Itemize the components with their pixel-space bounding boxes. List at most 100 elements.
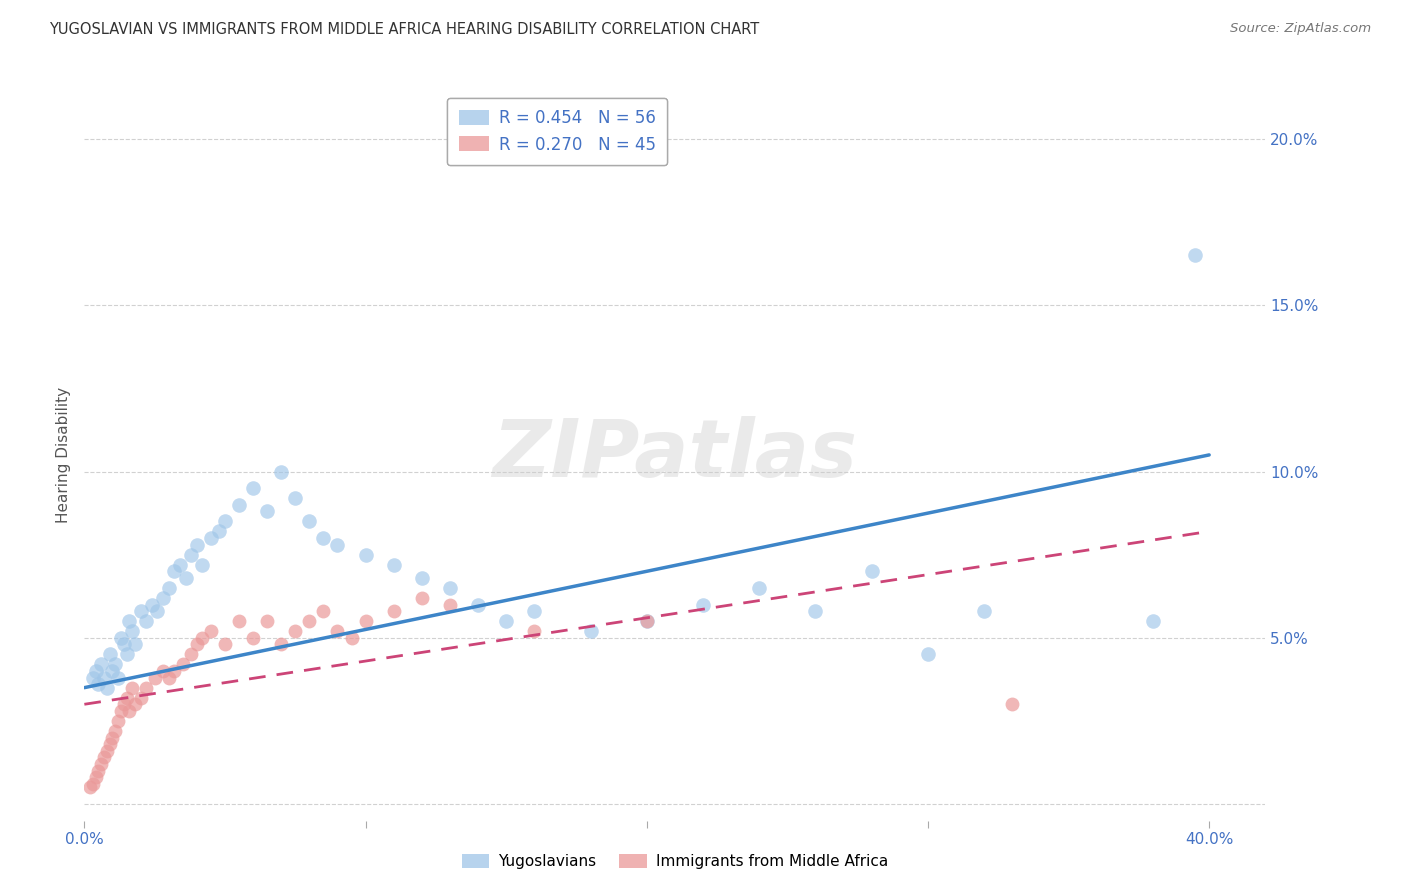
Point <box>84 771 107 785</box>
Point <box>112 698 135 712</box>
Point <box>96 744 118 758</box>
Point <box>523 604 546 618</box>
Point <box>256 614 278 628</box>
Point <box>326 538 349 552</box>
Point <box>228 614 250 628</box>
Point <box>200 624 222 639</box>
Point <box>382 604 405 618</box>
Point <box>860 564 883 578</box>
Point <box>1184 248 1206 262</box>
Point <box>143 671 166 685</box>
Legend: R = 0.454   N = 56, R = 0.270   N = 45: R = 0.454 N = 56, R = 0.270 N = 45 <box>447 97 668 165</box>
Point <box>124 698 146 712</box>
Point <box>411 571 433 585</box>
Point <box>354 614 377 628</box>
Point <box>87 764 110 778</box>
Point <box>118 704 141 718</box>
Point <box>191 631 214 645</box>
Point <box>157 581 180 595</box>
Point <box>107 671 129 685</box>
Point <box>93 671 115 685</box>
Point <box>298 515 321 529</box>
Point <box>242 631 264 645</box>
Point <box>98 737 121 751</box>
Point <box>180 648 202 662</box>
Point <box>107 714 129 728</box>
Point <box>340 631 363 645</box>
Point <box>242 481 264 495</box>
Point <box>82 777 104 791</box>
Point <box>121 624 143 639</box>
Text: YUGOSLAVIAN VS IMMIGRANTS FROM MIDDLE AFRICA HEARING DISABILITY CORRELATION CHAR: YUGOSLAVIAN VS IMMIGRANTS FROM MIDDLE AF… <box>49 22 759 37</box>
Point <box>973 604 995 618</box>
Point <box>186 538 208 552</box>
Point <box>146 604 169 618</box>
Point <box>104 723 127 738</box>
Legend: Yugoslavians, Immigrants from Middle Africa: Yugoslavians, Immigrants from Middle Afr… <box>456 848 894 875</box>
Point <box>326 624 349 639</box>
Point <box>354 548 377 562</box>
Point <box>118 614 141 628</box>
Point <box>90 757 112 772</box>
Point <box>312 531 335 545</box>
Point <box>104 657 127 672</box>
Point <box>270 637 292 651</box>
Point <box>152 664 174 678</box>
Point <box>98 648 121 662</box>
Point <box>411 591 433 605</box>
Point <box>748 581 770 595</box>
Point <box>101 664 124 678</box>
Point <box>152 591 174 605</box>
Point <box>228 498 250 512</box>
Point <box>523 624 546 639</box>
Point <box>121 681 143 695</box>
Point <box>101 731 124 745</box>
Point <box>214 515 236 529</box>
Point <box>636 614 658 628</box>
Point <box>112 637 135 651</box>
Point <box>172 657 194 672</box>
Point <box>298 614 321 628</box>
Point <box>163 564 186 578</box>
Text: ZIPatlas: ZIPatlas <box>492 416 858 494</box>
Point <box>579 624 602 639</box>
Point <box>110 704 132 718</box>
Point <box>157 671 180 685</box>
Point <box>636 614 658 628</box>
Point <box>90 657 112 672</box>
Point <box>284 491 307 505</box>
Point <box>79 780 101 795</box>
Point <box>82 671 104 685</box>
Point <box>1142 614 1164 628</box>
Point <box>467 598 489 612</box>
Point <box>180 548 202 562</box>
Point <box>115 690 138 705</box>
Point <box>135 614 157 628</box>
Point <box>115 648 138 662</box>
Point <box>87 677 110 691</box>
Point <box>96 681 118 695</box>
Point <box>804 604 827 618</box>
Point <box>124 637 146 651</box>
Point <box>917 648 939 662</box>
Point <box>135 681 157 695</box>
Point <box>191 558 214 572</box>
Point <box>163 664 186 678</box>
Point <box>129 604 152 618</box>
Point <box>200 531 222 545</box>
Point <box>439 598 461 612</box>
Point <box>169 558 191 572</box>
Point <box>186 637 208 651</box>
Point <box>312 604 335 618</box>
Point <box>129 690 152 705</box>
Point <box>1001 698 1024 712</box>
Point <box>284 624 307 639</box>
Point <box>214 637 236 651</box>
Point <box>495 614 517 628</box>
Point <box>84 664 107 678</box>
Text: Source: ZipAtlas.com: Source: ZipAtlas.com <box>1230 22 1371 36</box>
Point <box>141 598 163 612</box>
Point <box>174 571 197 585</box>
Point <box>270 465 292 479</box>
Point <box>110 631 132 645</box>
